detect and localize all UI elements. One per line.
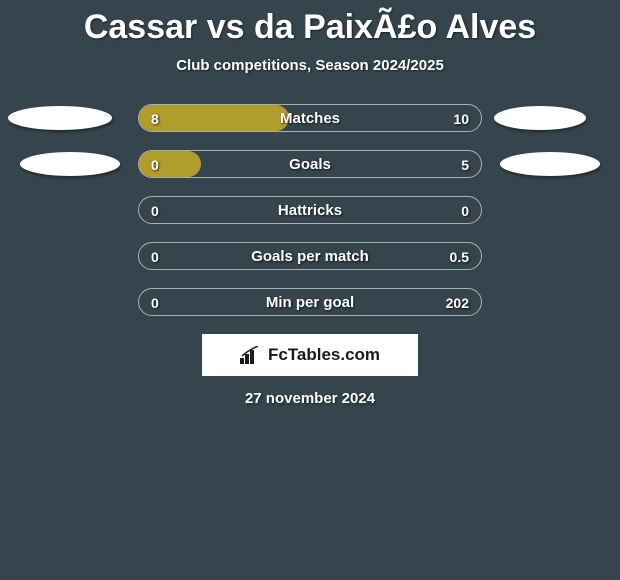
- stat-bar: Hattricks0 0: [138, 196, 482, 224]
- stat-rows: Matches810Goals05Hattricks00Goals per ma…: [0, 104, 620, 316]
- player-right-ellipse: [494, 106, 586, 130]
- player-left-ellipse: [20, 152, 120, 176]
- stat-label: Hattricks: [139, 197, 481, 224]
- brand-text: FcTables.com: [268, 345, 380, 365]
- stat-bar: Matches8 10: [138, 104, 482, 132]
- stat-label: Matches: [139, 105, 481, 132]
- player-left-ellipse: [8, 106, 112, 130]
- stat-right-value: 0: [461, 197, 469, 224]
- stat-right-value: 202: [446, 289, 469, 316]
- stat-right-value: 0.5: [450, 243, 469, 270]
- stat-row: Hattricks0 0: [0, 196, 620, 224]
- stat-label: Goals: [139, 151, 481, 178]
- stat-bar: Goals per match0 0.5: [138, 242, 482, 270]
- stat-right-value: 5: [461, 151, 469, 178]
- player-right-ellipse: [500, 152, 600, 176]
- stat-row: Goals0 5: [0, 150, 620, 178]
- stat-left-value: 0: [151, 151, 159, 178]
- page-title: Cassar vs da PaixÃ£o Alves: [0, 0, 620, 47]
- stat-label: Min per goal: [139, 289, 481, 316]
- stat-label: Goals per match: [139, 243, 481, 270]
- stat-left-value: 0: [151, 197, 159, 224]
- stat-bar: Min per goal0 202: [138, 288, 482, 316]
- stat-left-value: 8: [151, 105, 159, 132]
- brand-badge: FcTables.com: [202, 334, 418, 376]
- chart-icon: [240, 346, 262, 364]
- stat-row: Goals per match0 0.5: [0, 242, 620, 270]
- date-text: 27 november 2024: [0, 390, 620, 407]
- stat-row: Matches8 10: [0, 104, 620, 132]
- page-subtitle: Club competitions, Season 2024/2025: [0, 57, 620, 74]
- stat-left-value: 0: [151, 289, 159, 316]
- stat-right-value: 10: [453, 105, 469, 132]
- stat-left-value: 0: [151, 243, 159, 270]
- stat-bar: Goals0 5: [138, 150, 482, 178]
- stat-row: Min per goal0 202: [0, 288, 620, 316]
